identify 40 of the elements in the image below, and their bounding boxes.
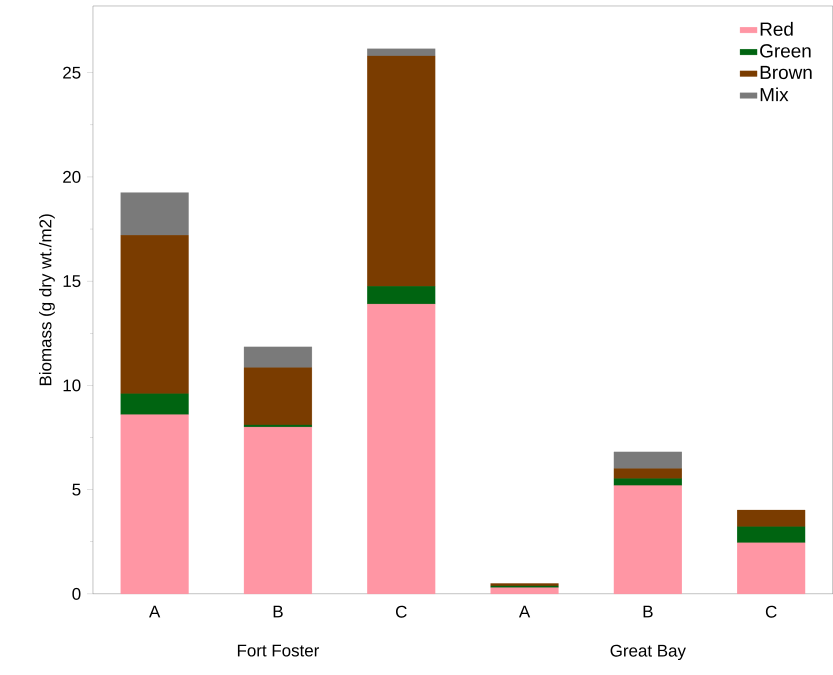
y-tick-label: 0 xyxy=(72,588,80,600)
bar xyxy=(120,414,189,594)
bar xyxy=(737,510,806,527)
bar xyxy=(244,346,312,368)
x-tick-label: B xyxy=(274,606,283,618)
y-tick-label: 25 xyxy=(63,66,80,79)
x-tick-label: B xyxy=(644,606,653,618)
legend-label: Green xyxy=(760,44,811,58)
text: Fort Foster xyxy=(238,644,320,657)
bar xyxy=(244,368,312,426)
bar xyxy=(120,235,189,394)
bar xyxy=(120,192,189,236)
bar xyxy=(490,583,559,586)
bar xyxy=(490,588,559,594)
x-tick-label: C xyxy=(396,606,407,618)
y-axis-title: Biomass (g dry wt./m2) xyxy=(39,214,55,386)
legend-label: Mix xyxy=(760,88,788,102)
y-tick-label: 15 xyxy=(64,275,80,288)
y-tick-label: 10 xyxy=(64,379,80,392)
y-tick-label: 5 xyxy=(72,484,80,496)
x-tick-label: C xyxy=(766,606,777,618)
legend-label: Brown xyxy=(760,66,812,80)
legend-label: Red xyxy=(760,22,793,36)
bar xyxy=(614,452,682,469)
bar xyxy=(244,424,312,428)
bar xyxy=(614,485,682,594)
text: Great Bay xyxy=(610,644,686,660)
bar xyxy=(367,56,436,287)
bar xyxy=(367,304,436,594)
bar xyxy=(614,468,682,479)
bar xyxy=(614,478,682,486)
x-tick-label: A xyxy=(149,606,160,618)
bar xyxy=(120,394,189,415)
x-tick-label: A xyxy=(518,606,530,618)
bar xyxy=(737,526,806,544)
bar xyxy=(244,427,312,594)
bar xyxy=(367,286,436,304)
y-tick-label: 20 xyxy=(63,171,80,184)
bar xyxy=(367,48,436,56)
bar xyxy=(737,542,806,594)
